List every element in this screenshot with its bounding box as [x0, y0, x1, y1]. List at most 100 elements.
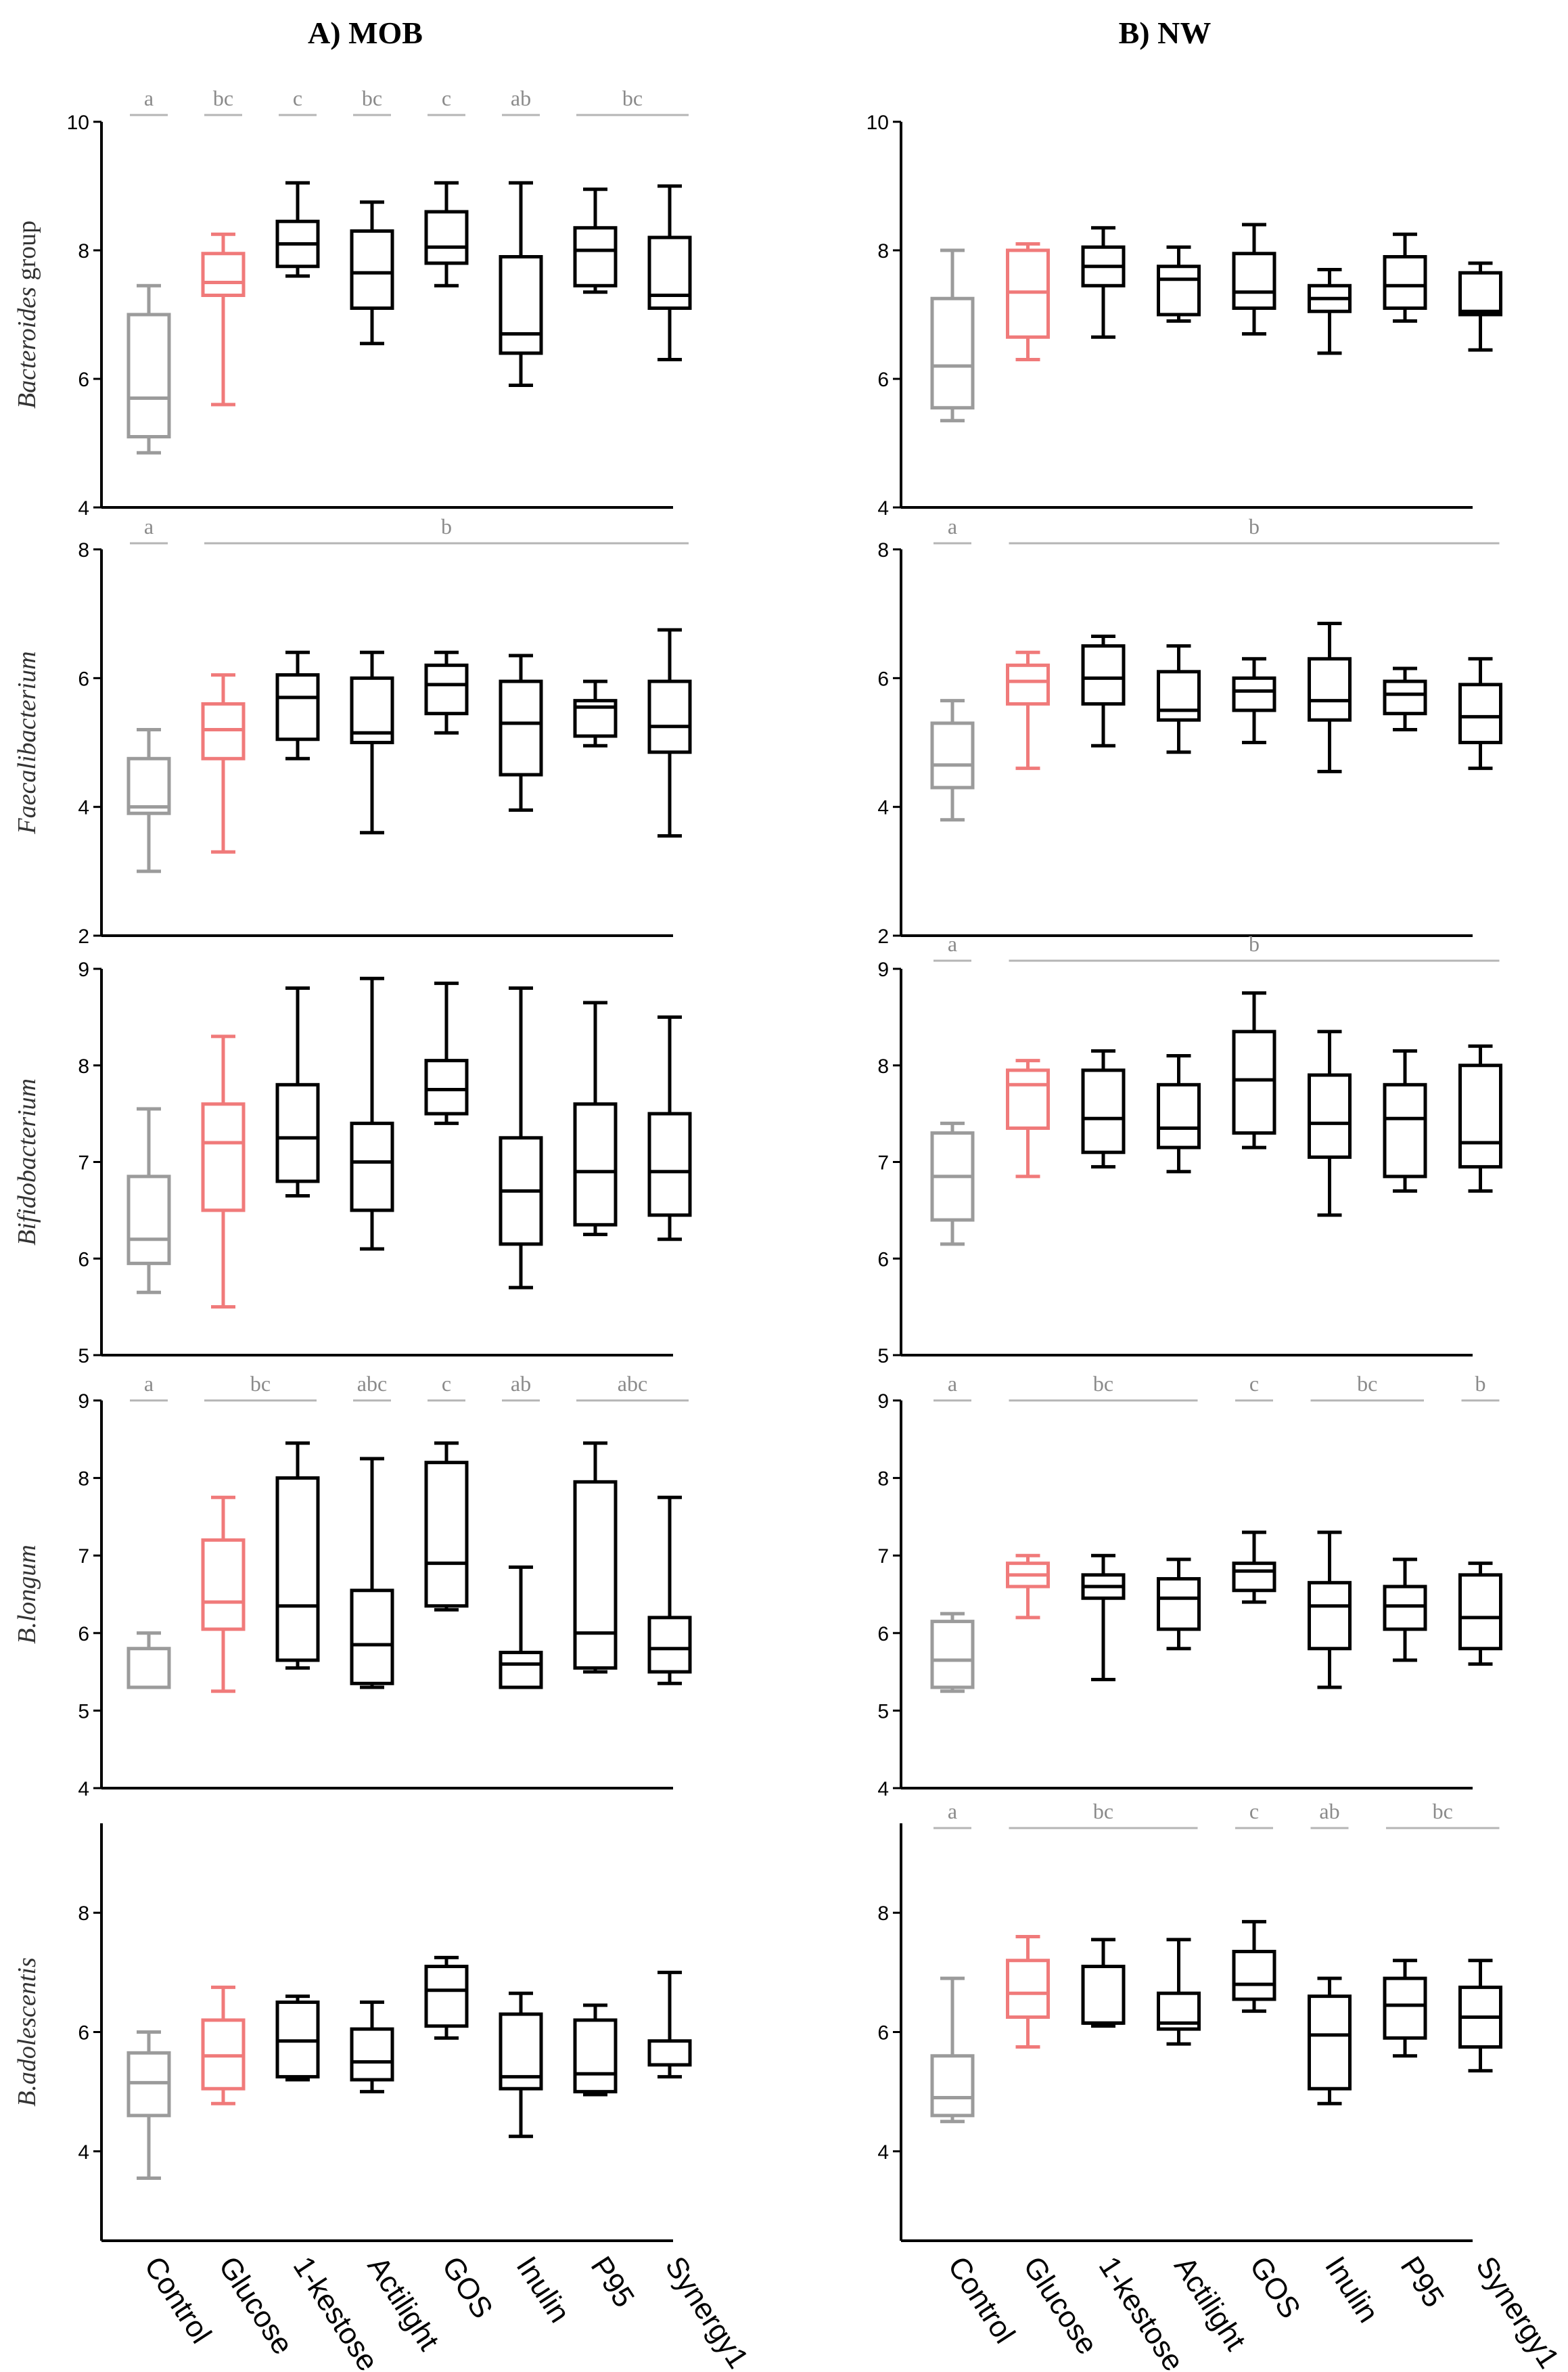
box-inulin [1308, 1030, 1352, 1217]
y-axis-label: Bacteroides group [13, 221, 41, 409]
box-1-kestose [1081, 634, 1126, 748]
significance-label: a [144, 1371, 154, 1396]
box-iqr [1006, 1959, 1050, 2019]
box-iqr [424, 1965, 469, 2028]
box-iqr [201, 1102, 246, 1212]
box-inulin [1308, 1530, 1352, 1689]
box-p95 [1383, 666, 1427, 731]
box-inulin [499, 986, 543, 1290]
significance-label: bc [1093, 1371, 1113, 1396]
box-iqr [1383, 1584, 1427, 1631]
box-actilight [1157, 1938, 1201, 2046]
box-actilight [350, 650, 394, 835]
box-1-kestose [275, 650, 320, 760]
significance-label: ab [1319, 1799, 1339, 1823]
box-iqr [1006, 1068, 1050, 1131]
significance-label: a [948, 1371, 957, 1396]
y-tick-label: 4 [877, 1778, 889, 1800]
significance-label: bc [1433, 1799, 1453, 1823]
box-iqr [1308, 1580, 1352, 1651]
box-glucose [201, 1985, 246, 2105]
y-tick-label: 8 [78, 240, 89, 263]
y-tick-label: 10 [867, 112, 889, 134]
box-1-kestose [275, 181, 320, 278]
boxplot-panel-nw-4: 4 5 6 7 8 9 a bc c bc b [877, 1371, 1502, 1800]
box-iqr [275, 1082, 320, 1183]
y-tick-label: 8 [78, 1468, 89, 1490]
box-iqr [1232, 1950, 1276, 2001]
box-p95 [1383, 1557, 1427, 1662]
box-gos [1232, 657, 1276, 744]
significance-label: c [1249, 1799, 1259, 1823]
box-gos [1232, 1919, 1276, 2013]
box-iqr [930, 1620, 975, 1689]
significance-label: c [442, 86, 451, 110]
y-axis-label-taxon: B.adolescentis [13, 1957, 41, 2107]
significance-label: bc [250, 1371, 271, 1396]
y-axis-label: B.longum [13, 1545, 41, 1644]
box-iqr [647, 1112, 692, 1217]
box-glucose [1006, 1553, 1050, 1620]
category-label-nw: Inulin [1318, 2251, 1385, 2329]
box-inulin [1308, 621, 1352, 773]
box-synergy1 [1458, 261, 1502, 352]
y-tick-label: 6 [877, 2022, 889, 2045]
box-p95 [1383, 1959, 1427, 2058]
box-iqr [126, 313, 171, 438]
box-iqr [1458, 1064, 1502, 1169]
box-iqr [1458, 1573, 1502, 1651]
box-iqr [424, 1059, 469, 1116]
box-iqr [1157, 1082, 1201, 1149]
box-iqr [1308, 1994, 1352, 2091]
box-actilight [350, 1457, 394, 1689]
category-label-nw: Actilight [1168, 2251, 1252, 2356]
y-tick-label: 6 [877, 369, 889, 391]
box-control [126, 1631, 171, 1689]
y-tick-label: 9 [78, 1390, 89, 1413]
y-tick-label: 9 [877, 1390, 889, 1413]
box-iqr [1308, 657, 1352, 722]
category-label-mob: GOS [436, 2251, 499, 2325]
boxplot-panel-nw-1: 4 6 8 10 [867, 112, 1502, 520]
y-tick-label: 7 [877, 1545, 889, 1568]
box-p95 [1383, 232, 1427, 323]
box-gos [424, 181, 469, 288]
box-gos [424, 650, 469, 735]
boxplot-panel-mob-2: 2 4 6 8 Faecalibacterium a b [13, 514, 692, 948]
box-control [126, 2030, 171, 2180]
y-tick-label: 6 [877, 1623, 889, 1645]
box-iqr [1308, 1073, 1352, 1159]
box-iqr [350, 1589, 394, 1685]
box-p95 [573, 679, 618, 748]
box-iqr [1081, 644, 1126, 706]
significance-label: bc [1357, 1371, 1377, 1396]
y-tick-label: 6 [78, 1248, 89, 1271]
significance-label: abc [618, 1371, 647, 1396]
boxplot-panel-mob-3: 5 6 7 8 9 Bifidobacterium [13, 959, 692, 1367]
category-label-nw: Glucose [1017, 2251, 1104, 2360]
y-tick-label: 6 [78, 369, 89, 391]
significance-label: ab [511, 1371, 531, 1396]
y-tick-label: 8 [877, 1468, 889, 1490]
box-glucose [201, 1495, 246, 1693]
y-tick-label: 9 [877, 959, 889, 981]
box-iqr [424, 210, 469, 265]
y-tick-label: 6 [78, 2022, 89, 2045]
box-iqr [499, 1650, 543, 1689]
box-gos [424, 1955, 469, 2040]
significance-label: b [1475, 1371, 1486, 1396]
y-tick-label: 7 [78, 1545, 89, 1568]
box-iqr [1006, 663, 1050, 706]
box-control [930, 1121, 975, 1246]
box-actilight [350, 976, 394, 1251]
box-iqr [424, 663, 469, 716]
significance-label: c [1249, 1371, 1259, 1396]
box-synergy1 [647, 184, 692, 361]
box-iqr [126, 1174, 171, 1265]
box-control [930, 1612, 975, 1693]
box-inulin [1308, 1976, 1352, 2105]
category-label-mob: Control [138, 2251, 218, 2350]
box-iqr [1458, 271, 1502, 317]
